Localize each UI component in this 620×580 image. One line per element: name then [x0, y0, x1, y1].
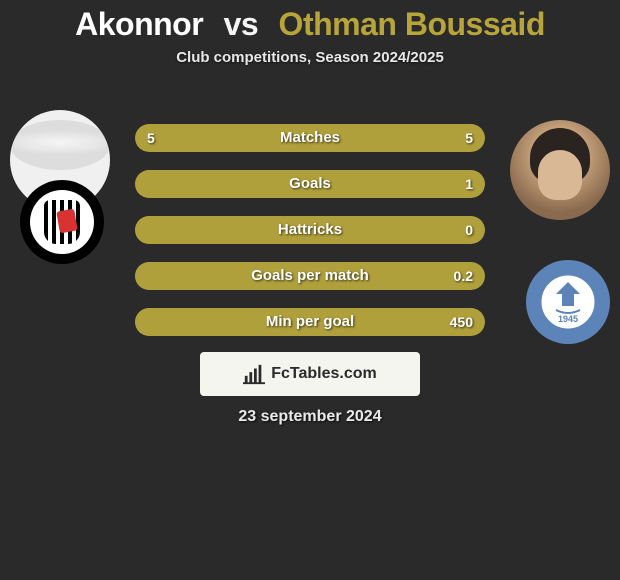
stat-value-right: 5	[465, 124, 473, 152]
player1-club-badge	[20, 180, 104, 264]
branding-badge[interactable]: FcTables.com	[200, 352, 420, 396]
stat-row: Min per goal450	[135, 308, 485, 336]
comparison-title: Akonnor vs Othman Boussaid	[0, 0, 620, 43]
stat-label: Min per goal	[135, 308, 485, 336]
stat-value-left: 5	[147, 124, 155, 152]
stat-value-right: 1	[465, 170, 473, 198]
stat-value-right: 450	[450, 308, 473, 336]
club-year: 1945	[558, 314, 578, 324]
stat-row: Matches5 5	[135, 124, 485, 152]
stat-label: Matches	[135, 124, 485, 152]
club-crest-icon: 1945	[538, 272, 598, 332]
stat-label: Goals per match	[135, 262, 485, 290]
player2-avatar	[510, 120, 610, 220]
stat-value-right: 0.2	[454, 262, 473, 290]
stat-row: Goals1	[135, 170, 485, 198]
player2-name: Othman Boussaid	[279, 6, 545, 42]
stat-row: Goals per match0.2	[135, 262, 485, 290]
stats-bars: Matches5 5 Goals1 Hattricks0 Goals per match…	[135, 124, 485, 354]
chart-bars-icon	[243, 363, 265, 385]
stat-label: Hattricks	[135, 216, 485, 244]
stat-value-right: 0	[465, 216, 473, 244]
club-badge-inner	[30, 190, 94, 254]
branding-text: FcTables.com	[271, 365, 377, 383]
subtitle: Club competitions, Season 2024/2025	[0, 49, 620, 66]
date-label: 23 september 2024	[0, 408, 620, 426]
player1-name: Akonnor	[75, 6, 203, 42]
vs-separator: vs	[224, 6, 259, 42]
player2-club-badge: 1945	[526, 260, 610, 344]
stat-row: Hattricks0	[135, 216, 485, 244]
stat-label: Goals	[135, 170, 485, 198]
